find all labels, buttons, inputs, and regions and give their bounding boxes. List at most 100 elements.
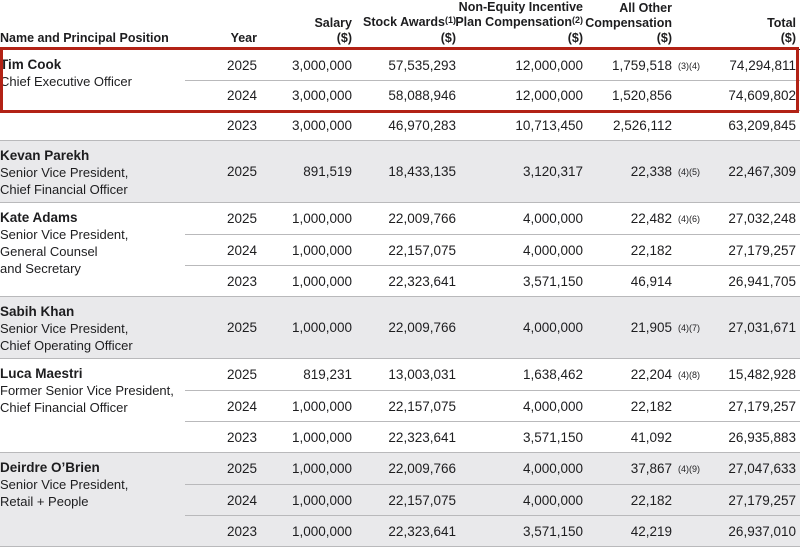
executive-title-line: General Counsel [0,244,98,259]
salary-cell: 3,000,000 [291,118,352,133]
table-header: Name and Principal Position Year Salary ($)… [0,0,800,50]
non-equity-incentive-cell: 4,000,000 [522,242,583,258]
year-cell: 2024 [226,492,257,508]
year-cell: 2025 [226,320,257,335]
stock-awards-cell: 22,157,075 [388,492,456,508]
header-line: ($) [568,31,583,46]
year-cell: 2023 [226,118,257,133]
executive-title-line: Chief Financial Officer [0,182,128,197]
name-cell: Luca Maestri Former Senior Vice President… [0,359,185,452]
header-text: Non-Equity Incentive [458,0,583,14]
year-cell: 2025 [226,164,257,179]
all-other-amount: 1,759,518 [611,57,672,73]
all-other-amount: 42,219 [630,523,672,539]
header-cell-stock: Stock Awards(1) ($) [352,0,456,51]
header-line: ($) [657,31,672,46]
header-text: Compensation [585,16,672,30]
year-cell: 2025 [226,211,257,226]
non-equity-incentive-cell: 4,000,000 [522,320,583,335]
year-rows: 2025 819,231 13,003,031 1,638,462 22,204 (4)(… [185,359,800,452]
year-rows: 2025 3,000,000 57,535,293 12,000,000 1,759,5… [185,50,800,140]
section-luca-maestri: Luca Maestri Former Senior Vice President… [0,358,800,452]
year-rows: 2025 1,000,000 22,009,766 4,000,000 21,905 (4… [185,297,800,358]
year-cell: 2025 [226,57,257,73]
executive-title-line: Senior Vice President, [0,321,129,336]
footnote-ref: (4)(8) [678,370,700,380]
header-line: ($) [337,31,352,46]
executive-title-line: Former Senior Vice President, [0,383,174,398]
executive-title-line: Senior Vice President, [0,477,129,492]
non-equity-incentive-cell: 3,571,150 [522,523,583,539]
stock-awards-cell: 13,003,031 [388,367,456,382]
year-rows: 2025 1,000,000 22,009,766 4,000,000 22,482 (4… [185,203,800,296]
all-other-amount: 1,520,856 [611,88,672,103]
header-text: Stock Awards [363,15,445,29]
salary-cell: 3,000,000 [291,88,352,103]
stock-awards-cell: 46,970,283 [388,118,456,133]
year-cell: 2024 [226,88,257,103]
executive-name: Tim Cook [0,57,62,72]
year-row: 2024 1,000,000 22,157,075 4,000,000 22,182 27… [185,484,800,515]
stock-awards-cell: 22,009,766 [388,320,456,335]
header-cell-salary: Salary ($) [265,0,352,51]
section-sabih-khan: Sabih Khan Senior Vice President, Chief Op… [0,296,800,358]
salary-cell: 891,519 [303,164,352,179]
total-cell: 27,047,633 [728,461,796,476]
name-cell: Deirdre O’Brien Senior Vice President, Ret… [0,453,185,546]
executive-title-line: Chief Financial Officer [0,400,128,415]
footnote-ref: (4)(6) [678,214,700,224]
all-other-compensation-cell: 1,759,518 (3)(4) [583,58,702,73]
footnote-ref: (2) [572,15,583,25]
year-rows: 2025 1,000,000 22,009,766 4,000,000 37,867 (4… [185,453,800,546]
header-text: ($) [567,31,583,45]
header-text: Name and Principal Position [0,31,169,45]
all-other-compensation-cell: 22,482 (4)(6) [583,211,702,226]
salary-cell: 1,000,000 [291,211,352,226]
header-text: All Other [619,1,672,15]
all-other-compensation-cell: 21,905 (4)(7) [583,320,702,335]
executive-name: Sabih Khan [0,304,75,319]
executive-name: Luca Maestri [0,366,83,381]
executive-name: Kevan Parekh [0,148,90,163]
all-other-compensation-cell: 22,338 (4)(5) [583,164,702,179]
salary-cell: 3,000,000 [291,57,352,73]
section-kevan-parekh: Kevan Parekh Senior Vice President, Chief … [0,140,800,202]
year-cell: 2023 [226,273,257,289]
total-cell: 26,935,883 [728,429,796,445]
all-other-amount: 22,204 [630,367,672,382]
all-other-amount: 22,338 [630,164,672,179]
stock-awards-cell: 22,009,766 [388,211,456,226]
salary-cell: 1,000,000 [291,492,352,508]
non-equity-incentive-cell: 10,713,450 [515,118,583,133]
executive-title-line: Chief Operating Officer [0,338,133,353]
total-cell: 26,941,705 [728,273,796,289]
non-equity-incentive-cell: 1,638,462 [522,367,583,382]
stock-awards-cell: 22,009,766 [388,461,456,476]
total-cell: 74,294,811 [729,57,796,73]
all-other-amount: 21,905 [630,320,672,335]
all-other-amount: 41,092 [630,429,672,445]
non-equity-incentive-cell: 3,120,317 [522,164,583,179]
non-equity-incentive-cell: 12,000,000 [515,57,583,73]
name-cell: Tim Cook Chief Executive Officer [0,50,185,140]
stock-awards-cell: 22,323,641 [388,273,456,289]
year-row: 2025 1,000,000 22,009,766 4,000,000 22,482 (4… [185,203,800,234]
salary-cell: 819,231 [303,367,352,382]
year-cell: 2023 [226,523,257,539]
salary-cell: 1,000,000 [291,242,352,258]
header-text: Salary [314,16,352,30]
header-text: ($) [780,31,796,45]
year-row: 2025 1,000,000 22,009,766 4,000,000 21,905 (4… [185,312,800,343]
year-rows: 2025 891,519 18,433,135 3,120,317 22,338 (4)(… [185,141,800,202]
year-cell: 2025 [226,461,257,476]
all-other-compensation-cell: 22,182 [583,399,702,414]
header-text: ($) [656,31,672,45]
header-line: ($) [441,31,456,46]
all-other-compensation-cell: 22,182 [583,243,702,258]
header-cell-year: Year [185,0,265,51]
total-cell: 27,179,257 [728,398,796,414]
header-text: Year [230,31,257,45]
header-line: ($) [781,31,796,46]
all-other-amount: 46,914 [630,273,672,289]
